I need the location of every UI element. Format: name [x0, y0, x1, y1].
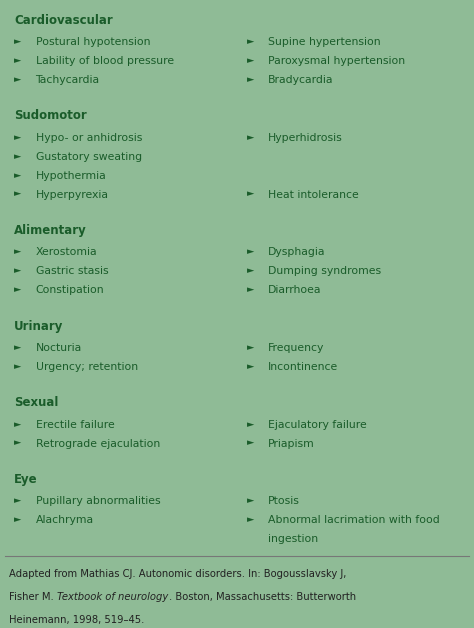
- Text: Sexual: Sexual: [14, 396, 59, 409]
- Text: ►: ►: [14, 37, 21, 46]
- Text: Textbook of neurology: Textbook of neurology: [57, 592, 169, 602]
- Text: ►: ►: [246, 438, 254, 448]
- Text: Adapted from Mathias CJ. Autonomic disorders. In: Bogousslavsky J,: Adapted from Mathias CJ. Autonomic disor…: [9, 569, 347, 579]
- Text: ►: ►: [14, 266, 21, 275]
- Text: Gastric stasis: Gastric stasis: [36, 266, 108, 276]
- Text: Fisher M.: Fisher M.: [9, 592, 57, 602]
- Text: Heinemann, 1998, 519–45.: Heinemann, 1998, 519–45.: [9, 615, 145, 625]
- Text: ►: ►: [246, 56, 254, 65]
- Text: Bradycardia: Bradycardia: [268, 75, 333, 85]
- Text: Urinary: Urinary: [14, 320, 64, 333]
- Text: ►: ►: [14, 285, 21, 294]
- Text: Xerostomia: Xerostomia: [36, 247, 97, 257]
- Text: Abnormal lacrimation with food: Abnormal lacrimation with food: [268, 515, 439, 525]
- Text: ►: ►: [14, 496, 21, 506]
- Text: ►: ►: [14, 515, 21, 524]
- Text: ►: ►: [246, 190, 254, 198]
- Text: Postural hypotension: Postural hypotension: [36, 37, 150, 47]
- Text: ►: ►: [246, 515, 254, 524]
- Text: Gustatory sweating: Gustatory sweating: [36, 152, 142, 162]
- Text: Diarrhoea: Diarrhoea: [268, 285, 321, 295]
- Text: Erectile failure: Erectile failure: [36, 420, 114, 430]
- Text: ►: ►: [14, 56, 21, 65]
- Text: . Boston, Massachusetts: Butterworth: . Boston, Massachusetts: Butterworth: [169, 592, 356, 602]
- Text: ►: ►: [246, 420, 254, 429]
- Text: Heat intolerance: Heat intolerance: [268, 190, 358, 200]
- Text: Lability of blood pressure: Lability of blood pressure: [36, 56, 173, 66]
- Text: ►: ►: [14, 438, 21, 448]
- Text: Sudomotor: Sudomotor: [14, 109, 87, 122]
- Text: ►: ►: [14, 190, 21, 198]
- Text: ►: ►: [14, 171, 21, 180]
- Text: Hyperpyrexia: Hyperpyrexia: [36, 190, 109, 200]
- Text: Ptosis: Ptosis: [268, 496, 300, 506]
- Text: ►: ►: [246, 75, 254, 84]
- Text: Eye: Eye: [14, 473, 38, 486]
- Text: Hypothermia: Hypothermia: [36, 171, 106, 181]
- Text: Dumping syndromes: Dumping syndromes: [268, 266, 381, 276]
- Text: ►: ►: [246, 37, 254, 46]
- Text: Supine hypertension: Supine hypertension: [268, 37, 381, 47]
- Text: Hyperhidrosis: Hyperhidrosis: [268, 133, 343, 143]
- Text: ►: ►: [14, 247, 21, 256]
- Text: Hypo- or anhidrosis: Hypo- or anhidrosis: [36, 133, 142, 143]
- Text: Cardiovascular: Cardiovascular: [14, 14, 113, 27]
- Text: ►: ►: [246, 266, 254, 275]
- Text: ►: ►: [14, 133, 21, 142]
- Text: Retrograde ejaculation: Retrograde ejaculation: [36, 438, 160, 448]
- Text: ►: ►: [14, 152, 21, 161]
- Text: Tachycardia: Tachycardia: [36, 75, 100, 85]
- Text: ►: ►: [246, 343, 254, 352]
- Text: Ejaculatory failure: Ejaculatory failure: [268, 420, 366, 430]
- Text: Priapism: Priapism: [268, 438, 315, 448]
- Text: ►: ►: [14, 75, 21, 84]
- Text: ►: ►: [246, 362, 254, 371]
- Text: Constipation: Constipation: [36, 285, 104, 295]
- Text: ►: ►: [246, 247, 254, 256]
- Text: ►: ►: [246, 496, 254, 506]
- Text: Incontinence: Incontinence: [268, 362, 338, 372]
- Text: Alimentary: Alimentary: [14, 224, 87, 237]
- Text: ►: ►: [246, 285, 254, 294]
- Text: Paroxysmal hypertension: Paroxysmal hypertension: [268, 56, 405, 66]
- Text: ►: ►: [14, 343, 21, 352]
- Text: ►: ►: [14, 362, 21, 371]
- Text: Urgency; retention: Urgency; retention: [36, 362, 137, 372]
- Text: Nocturia: Nocturia: [36, 343, 82, 353]
- Text: Dysphagia: Dysphagia: [268, 247, 325, 257]
- Text: Frequency: Frequency: [268, 343, 324, 353]
- Text: ►: ►: [246, 133, 254, 142]
- Text: Alachryma: Alachryma: [36, 515, 94, 525]
- Text: ingestion: ingestion: [268, 534, 318, 544]
- Text: ►: ►: [14, 420, 21, 429]
- Text: Pupillary abnormalities: Pupillary abnormalities: [36, 496, 160, 506]
